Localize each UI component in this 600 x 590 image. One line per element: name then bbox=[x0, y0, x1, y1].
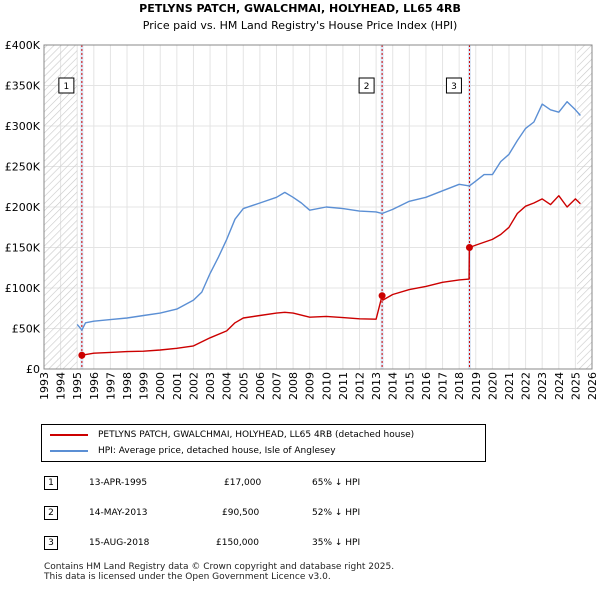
transaction-date: 15-AUG-2018 bbox=[89, 538, 150, 548]
x-tick-label: 2021 bbox=[503, 372, 516, 400]
sale-label-3: 3 bbox=[451, 82, 457, 92]
x-tick-label: 2024 bbox=[553, 372, 566, 400]
x-tick-label: 2007 bbox=[270, 372, 283, 400]
transaction-price: £150,000 bbox=[216, 538, 259, 548]
x-tick-label: 2025 bbox=[569, 372, 582, 400]
legend-price-swatch bbox=[50, 434, 88, 436]
x-tick-label: 2004 bbox=[221, 372, 234, 400]
x-tick-label: 2026 bbox=[586, 372, 599, 400]
sale-label-1: 1 bbox=[63, 82, 69, 92]
price-chart: PETLYNS PATCH, GWALCHMAI, HOLYHEAD, LL65… bbox=[5, 2, 599, 400]
x-tick-label: 2005 bbox=[237, 372, 250, 400]
y-tick-label: £50K bbox=[12, 323, 41, 336]
x-tick-label: 1997 bbox=[104, 372, 117, 400]
legend-hpi-swatch bbox=[50, 450, 88, 452]
sale-label-2: 2 bbox=[364, 82, 370, 92]
x-tick-label: 2003 bbox=[204, 372, 217, 400]
x-tick-label: 2022 bbox=[520, 372, 533, 400]
transaction-hpi: 52% ↓ HPI bbox=[312, 508, 361, 518]
y-tick-label: £400K bbox=[5, 39, 41, 52]
footer: Contains HM Land Registry data © Crown c… bbox=[44, 562, 394, 582]
chart-title: PETLYNS PATCH, GWALCHMAI, HOLYHEAD, LL65… bbox=[139, 2, 461, 15]
x-tick-label: 1995 bbox=[71, 372, 84, 400]
sale-point-1 bbox=[78, 351, 86, 359]
sale-label-box-1 bbox=[58, 77, 75, 94]
transaction-date: 13-APR-1995 bbox=[89, 478, 148, 488]
x-tick-label: 2019 bbox=[470, 372, 483, 400]
x-tick-label: 2006 bbox=[254, 372, 267, 400]
sale-label-box-3 bbox=[445, 77, 462, 94]
legend-hpi-label: HPI: Average price, detached house, Isle… bbox=[98, 446, 336, 456]
transaction-date: 14-MAY-2013 bbox=[89, 508, 148, 518]
hatch-region bbox=[44, 45, 78, 369]
x-tick-label: 1999 bbox=[138, 372, 151, 400]
transaction-price: £17,000 bbox=[224, 478, 262, 488]
sale-point-2 bbox=[378, 292, 386, 300]
x-tick-label: 2008 bbox=[287, 372, 300, 400]
sale-point-3 bbox=[465, 244, 473, 251]
x-tick-label: 2016 bbox=[420, 372, 433, 400]
y-tick-label: £250K bbox=[5, 161, 41, 174]
x-tick-label: 2017 bbox=[437, 372, 450, 400]
x-tick-label: 2018 bbox=[453, 372, 466, 400]
transaction-id: 1 bbox=[44, 476, 58, 490]
x-tick-label: 2014 bbox=[387, 372, 400, 400]
x-tick-label: 2012 bbox=[354, 372, 367, 400]
table-row: 2 14-MAY-2013 £90,500 52% ↓ HPI bbox=[41, 504, 461, 524]
x-tick-label: 2001 bbox=[171, 372, 184, 400]
x-tick-label: 1993 bbox=[38, 372, 51, 400]
legend: PETLYNS PATCH, GWALCHMAI, HOLYHEAD, LL65… bbox=[41, 424, 486, 462]
x-tick-label: 1994 bbox=[55, 372, 68, 400]
table-row: 1 13-APR-1995 £17,000 65% ↓ HPI bbox=[41, 474, 461, 494]
y-tick-label: £100K bbox=[5, 282, 41, 295]
footer-license: This data is licensed under the Open Gov… bbox=[44, 572, 331, 582]
table-row: 3 15-AUG-2018 £150,000 35% ↓ HPI bbox=[41, 534, 461, 554]
transaction-price: £90,500 bbox=[222, 508, 260, 518]
hpi-line bbox=[76, 101, 581, 331]
y-tick-label: £200K bbox=[5, 201, 41, 214]
transaction-id: 2 bbox=[44, 506, 58, 520]
x-tick-label: 1998 bbox=[121, 372, 134, 400]
y-tick-label: £0 bbox=[26, 363, 40, 376]
x-tick-label: 1996 bbox=[88, 372, 101, 400]
chart-subtitle: Price paid vs. HM Land Registry's House … bbox=[143, 19, 458, 32]
transaction-hpi: 65% ↓ HPI bbox=[312, 478, 361, 488]
transaction-hpi: 35% ↓ HPI bbox=[312, 538, 361, 548]
y-tick-label: £350K bbox=[5, 80, 41, 93]
y-tick-label: £300K bbox=[5, 120, 41, 133]
x-tick-label: 2013 bbox=[370, 372, 383, 400]
legend-price-label: PETLYNS PATCH, GWALCHMAI, HOLYHEAD, LL65… bbox=[98, 430, 415, 440]
footer-copyright: Contains HM Land Registry data © Crown c… bbox=[44, 562, 395, 572]
x-tick-label: 2020 bbox=[486, 372, 499, 400]
transaction-id: 3 bbox=[44, 536, 58, 550]
plot-frame bbox=[43, 44, 593, 370]
x-tick-label: 2011 bbox=[337, 372, 350, 400]
x-tick-label: 2023 bbox=[536, 372, 549, 400]
sale-label-box-2 bbox=[358, 77, 375, 94]
x-tick-label: 2002 bbox=[187, 372, 200, 400]
x-tick-label: 2010 bbox=[320, 372, 333, 400]
y-tick-label: £150K bbox=[5, 242, 41, 255]
x-tick-label: 2000 bbox=[154, 372, 167, 400]
x-tick-label: 2015 bbox=[403, 372, 416, 400]
x-tick-label: 2009 bbox=[304, 372, 317, 400]
hatch-region bbox=[577, 45, 592, 369]
